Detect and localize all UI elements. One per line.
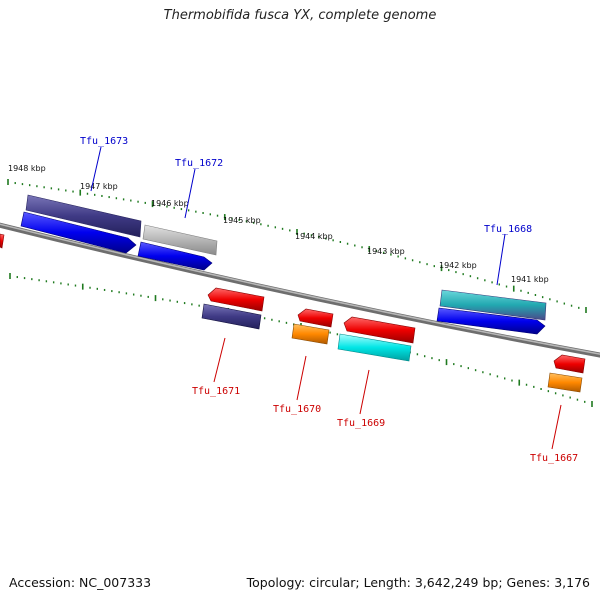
leader-tfu-1673	[90, 146, 102, 192]
feature-tfu-1667-gene[interactable]	[547, 372, 583, 393]
feature-tfu-1673-cds[interactable]	[20, 211, 137, 254]
leader-tfu-1669	[359, 369, 370, 415]
accession-text: Accession: NC_007333	[9, 575, 152, 590]
leader-tfu-1670	[296, 355, 307, 401]
feature-left-edge-partial[interactable]	[0, 233, 5, 249]
scale-label-1947: 1947 kbp	[80, 182, 118, 191]
feature-tfu-1669-cds[interactable]	[343, 316, 416, 344]
gene-label-tfu-1668[interactable]: Tfu_1668	[484, 224, 532, 235]
feature-tfu-1671-gene[interactable]	[201, 303, 262, 330]
outer-tick-ring	[7, 179, 587, 313]
scale-label-1943: 1943 kbp	[367, 247, 405, 256]
leader-tfu-1668	[496, 233, 506, 286]
gene-label-tfu-1671[interactable]: Tfu_1671	[192, 386, 240, 397]
gene-label-tfu-1672[interactable]: Tfu_1672	[175, 158, 223, 169]
scale-label-1948: 1948 kbp	[8, 164, 46, 173]
leader-tfu-1671	[213, 337, 226, 383]
reverse-strand-features	[201, 287, 586, 393]
feature-tfu-1668-gene[interactable]	[439, 289, 547, 321]
forward-strand-features	[0, 194, 547, 335]
gene-label-tfu-1669[interactable]: Tfu_1669	[337, 418, 385, 429]
map-title: Thermobifida fusca YX, complete genome	[163, 8, 437, 23]
feature-tfu-1669-gene[interactable]	[337, 333, 412, 362]
scale-label-1942: 1942 kbp	[439, 261, 477, 270]
genome-backbone	[0, 222, 600, 358]
feature-tfu-1667-cds[interactable]	[553, 354, 586, 374]
feature-tfu-1672-cds[interactable]	[137, 241, 213, 271]
feature-tfu-1673-gene[interactable]	[25, 194, 142, 238]
gene-label-tfu-1670[interactable]: Tfu_1670	[273, 404, 321, 415]
label-leaders	[90, 146, 562, 450]
scale-labels: 1948 kbp 1947 kbp 1946 kbp 1945 kbp 1944…	[8, 164, 549, 284]
feature-tfu-1670-cds[interactable]	[297, 308, 334, 328]
scale-label-1944: 1944 kbp	[295, 232, 333, 241]
gene-label-tfu-1673[interactable]: Tfu_1673	[80, 136, 128, 147]
scale-label-1945: 1945 kbp	[223, 216, 261, 225]
feature-tfu-1671-cds[interactable]	[207, 287, 265, 312]
feature-tfu-1668-cds[interactable]	[436, 307, 546, 335]
scale-label-1941: 1941 kbp	[511, 275, 549, 284]
gene-label-tfu-1667[interactable]: Tfu_1667	[530, 453, 578, 464]
leader-tfu-1672	[184, 168, 196, 219]
scale-label-1946: 1946 kbp	[151, 199, 189, 208]
genome-backbone-highlight	[0, 223, 600, 355]
feature-tfu-1670-gene[interactable]	[291, 323, 330, 345]
leader-tfu-1667	[551, 404, 562, 450]
gene-labels: Tfu_1673 Tfu_1672 Tfu_1668 Tfu_1671 Tfu_…	[80, 136, 578, 464]
topology-text: Topology: circular; Length: 3,642,249 bp…	[246, 575, 590, 590]
feature-tfu-1672-gene[interactable]	[142, 224, 218, 256]
